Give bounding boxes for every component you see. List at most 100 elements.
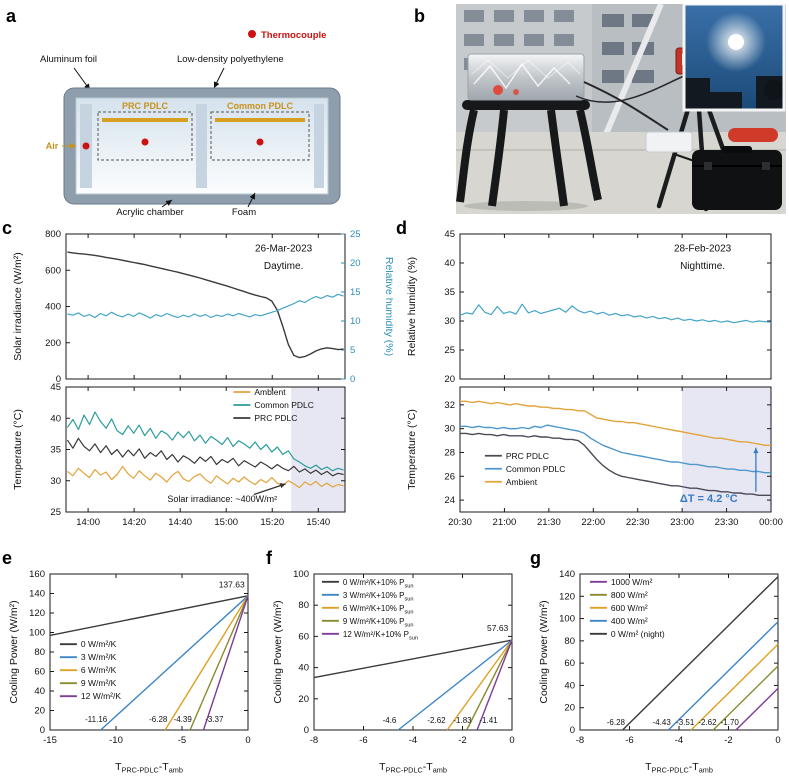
series-ambient	[67, 465, 344, 489]
legend-label: PRC PDLC	[254, 413, 297, 423]
ldpe-label: Low-density polyethylene	[177, 54, 284, 65]
svg-text:600: 600	[45, 265, 61, 276]
photo-cable	[583, 81, 669, 131]
svg-text:20: 20	[350, 258, 361, 269]
svg-text:0: 0	[245, 735, 250, 746]
svg-text:60: 60	[564, 658, 575, 669]
svg-text:20: 20	[298, 694, 309, 705]
photo-white-pipe	[603, 4, 664, 136]
photo-outdoor-setup	[456, 4, 786, 214]
photo-sun	[728, 34, 744, 50]
svg-text:25: 25	[444, 345, 455, 356]
svg-text:-10: -10	[109, 735, 123, 746]
svg-text:40: 40	[564, 680, 575, 691]
svg-text:100: 100	[293, 569, 309, 580]
series-solar-irradiance	[67, 251, 344, 359]
svg-text:35: 35	[444, 287, 455, 298]
chart-annotation: 57.63	[487, 623, 509, 633]
svg-text:40: 40	[34, 686, 45, 697]
photo-foil-texture	[471, 59, 581, 79]
chart-annotation: -6.28	[149, 715, 168, 724]
legend-label: 12 W/m²/K+10% Psun	[343, 630, 418, 642]
chart-f-cooling-power-10pct-sun: -8 -6 -4 -2 0 0 20 40 60 80 100 57.63 -4.6 -2.62 -1.83…	[272, 569, 515, 775]
svg-text:-15: -15	[43, 735, 57, 746]
photo-stool-seat	[462, 100, 590, 110]
svg-text:800: 800	[45, 229, 61, 240]
legend-label: 0 W/m²/K	[81, 639, 117, 649]
chart-annotation: -6.28	[607, 718, 626, 727]
panel-label-c: c	[2, 218, 13, 238]
panel-label-e: e	[2, 548, 13, 568]
series-sun-0-night	[622, 576, 779, 731]
chart-annotation: 26-Mar-2023	[255, 243, 313, 254]
svg-text:26: 26	[444, 471, 455, 482]
x-axis-label: TPRC-PDLC-Tamb	[645, 761, 713, 775]
legend-label: 800 W/m²	[611, 590, 648, 600]
legend-label: Ambient	[254, 387, 286, 397]
svg-text:20: 20	[34, 706, 45, 717]
svg-text:120: 120	[559, 591, 575, 602]
svg-text:40: 40	[298, 663, 309, 674]
series-sun-1000	[735, 687, 779, 731]
svg-text:20:30: 20:30	[448, 517, 472, 528]
series-common-pdlc	[66, 411, 344, 472]
y-axis-label: Cooling Power (W/m²)	[272, 600, 284, 703]
legend-label: 1000 W/m²	[611, 577, 653, 587]
svg-text:28: 28	[444, 447, 455, 458]
legend-label: 9 W/m²/K	[81, 678, 117, 688]
svg-text:0: 0	[304, 725, 309, 736]
photo-foil-texture	[473, 62, 571, 90]
svg-text:100: 100	[559, 614, 575, 625]
svg-text:-2: -2	[458, 735, 466, 746]
chart-g-cooling-power-vs-irradiance: -8 -6 -4 -2 0 0 20 40 60 80 100 120 140 -6.28 -4.43 -3.…	[538, 569, 781, 775]
svg-text:20: 20	[564, 703, 575, 714]
chart-annotation: Daytime.	[264, 261, 303, 272]
series-k9-10pct	[466, 639, 513, 731]
svg-text:21:30: 21:30	[537, 517, 561, 528]
svg-text:30: 30	[444, 316, 455, 327]
y-axis-label: Cooling Power (W/m²)	[8, 600, 20, 703]
svg-text:00:00: 00:00	[759, 517, 783, 528]
svg-text:60: 60	[34, 667, 45, 678]
legend-label: 3 W/m²/K+10% Psun	[343, 591, 414, 603]
svg-text:40: 40	[50, 413, 61, 424]
chart-annotation: Solar irradiance: ~400W/m²	[167, 494, 277, 504]
chart-annotation: -1.41	[479, 716, 498, 725]
chart-c-irradiance-humidity: 0 200 400 600 800 0 5 10 15 20 25 26-Mar-2023 Daytim…	[12, 229, 393, 383]
arrowhead	[279, 483, 286, 489]
svg-text:25: 25	[350, 229, 361, 240]
svg-text:80: 80	[34, 647, 45, 658]
legend-label: Ambient	[506, 477, 538, 487]
svg-text:0: 0	[350, 374, 355, 383]
ldpe-arrow	[213, 67, 225, 89]
panel-label-g: g	[530, 548, 541, 568]
series-k6-10pct	[446, 639, 513, 731]
svg-text:140: 140	[29, 589, 45, 600]
panel-label-f: f	[266, 548, 272, 568]
thermocouple-legend-label: Thermocouple	[261, 30, 326, 41]
photo-building-silhouette	[708, 92, 742, 110]
photo-test-chamber	[467, 53, 585, 101]
svg-text:-6: -6	[625, 735, 633, 746]
svg-text:160: 160	[29, 569, 45, 580]
svg-text:-8: -8	[310, 735, 318, 746]
chart-annotation: 137.63	[219, 580, 245, 590]
foam-label: Foam	[232, 207, 256, 218]
svg-text:-4: -4	[675, 735, 683, 746]
photo-red-indicator	[493, 85, 503, 95]
aluminum-foil-arrow	[73, 67, 91, 91]
panel-label-b: b	[414, 6, 425, 26]
svg-text:140: 140	[559, 569, 575, 580]
acrylic-chamber-arrow	[161, 199, 173, 208]
y-axis-label: Solar irradiance (W/m²)	[12, 252, 24, 361]
svg-text:-5: -5	[178, 735, 186, 746]
prc-pdlc-label: PRC PDLC	[122, 101, 169, 111]
svg-text:21:00: 21:00	[493, 517, 517, 528]
svg-text:120: 120	[29, 608, 45, 619]
thermocouple-legend-dot	[248, 30, 256, 38]
legend-label: 0 W/m²/K+10% Psun	[343, 578, 414, 590]
svg-text:-6: -6	[359, 735, 367, 746]
series-ambient	[460, 400, 771, 446]
y-axis-label: Temperature (°C)	[406, 409, 418, 490]
svg-text:200: 200	[45, 338, 61, 349]
